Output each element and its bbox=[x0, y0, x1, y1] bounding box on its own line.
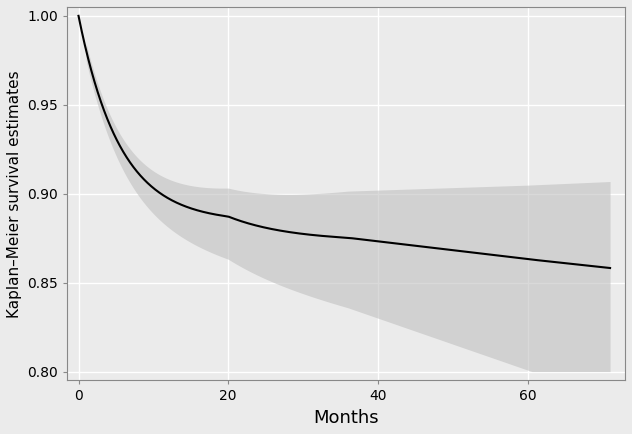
X-axis label: Months: Months bbox=[313, 409, 379, 427]
Y-axis label: Kaplan–Meier survival estimates: Kaplan–Meier survival estimates bbox=[7, 70, 22, 318]
